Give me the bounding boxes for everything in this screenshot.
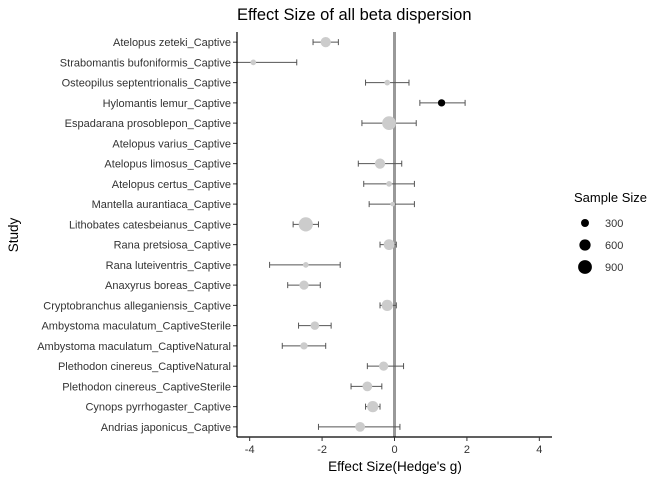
x-tick-label: -4 [245, 444, 255, 456]
legend: Sample Size 300 600 900 [574, 190, 647, 274]
y-tick-label: Atelopus limosus_Captive [104, 159, 231, 171]
y-tick-label: Rana luteiventris_Captive [106, 260, 231, 272]
y-tick-label: Mantella aurantiaca_Captive [92, 199, 231, 211]
y-tick-label: Hylomantis lemur_Captive [103, 98, 231, 110]
y-tick-label: Andrias japonicus_Captive [101, 422, 231, 434]
y-tick-label: Strabomantis bufoniformis_Captive [60, 57, 231, 69]
y-axis-title: Study [6, 217, 21, 252]
plot-area: Atelopus zeteki_Captive Strabomantis bufo… [37, 32, 552, 456]
y-tick-label: Espadarana prosoblepon_Captive [65, 118, 231, 130]
y-tick-label: Plethodon cinereus_CaptiveSterile [62, 381, 231, 393]
legend-label: 600 [605, 240, 623, 252]
effect-point [381, 299, 393, 312]
effect-point [379, 361, 389, 371]
y-tick-label: Lithobates catesbeianus_Captive [69, 219, 231, 231]
x-tick-label: 2 [464, 444, 470, 456]
y-tick-label: Plethodon cinereus_CaptiveNatural [58, 361, 231, 373]
effect-point [250, 59, 257, 66]
effect-point [437, 99, 446, 107]
legend-label: 300 [605, 218, 623, 230]
legend-label: 900 [605, 262, 623, 274]
effect-point [374, 158, 386, 169]
legend-key [579, 239, 591, 251]
effect-point [390, 201, 395, 207]
y-tick-label: Cryptobranchus alleganiensis_Captive [43, 300, 231, 312]
y-tick-label: Ambystoma maculatum_CaptiveSterile [41, 321, 231, 333]
legend-title: Sample Size [574, 190, 647, 205]
effect-point [300, 342, 308, 350]
effect-point [299, 280, 309, 290]
effect-point [383, 239, 395, 251]
effect-point [386, 181, 392, 187]
effect-point [298, 217, 313, 232]
y-tick-label: Ambystoma maculatum_CaptiveNatural [37, 341, 231, 353]
effect-point [310, 321, 320, 330]
effect-point [382, 116, 396, 131]
legend-key [578, 260, 592, 274]
legend-key [581, 219, 589, 227]
effect-point [367, 400, 379, 413]
x-tick-label: 4 [536, 444, 542, 456]
x-tick-label: -2 [317, 444, 327, 456]
y-tick-label: Atelopus varius_Captive [112, 138, 231, 150]
y-tick-label: Atelopus zeteki_Captive [113, 37, 231, 49]
y-tick-label: Atelopus certus_Captive [112, 179, 231, 191]
y-tick-label: Rana pretsiosa_Captive [114, 240, 231, 252]
y-tick-label: Cynops pyrrhogaster_Captive [85, 402, 231, 414]
effect-point [362, 381, 373, 392]
x-axis-title: Effect Size(Hedge's g) [328, 459, 462, 474]
effect-point [302, 262, 309, 268]
x-tick-label: 0 [391, 444, 397, 456]
y-tick-label: Anaxyrus boreas_Captive [105, 280, 231, 292]
y-tick-label: Osteopilus septentrionalis_Captive [62, 78, 231, 90]
effect-point [320, 36, 331, 48]
chart-title: Effect Size of all beta dispersion [237, 6, 472, 24]
effect-point [384, 79, 391, 86]
effect-point [355, 421, 365, 432]
